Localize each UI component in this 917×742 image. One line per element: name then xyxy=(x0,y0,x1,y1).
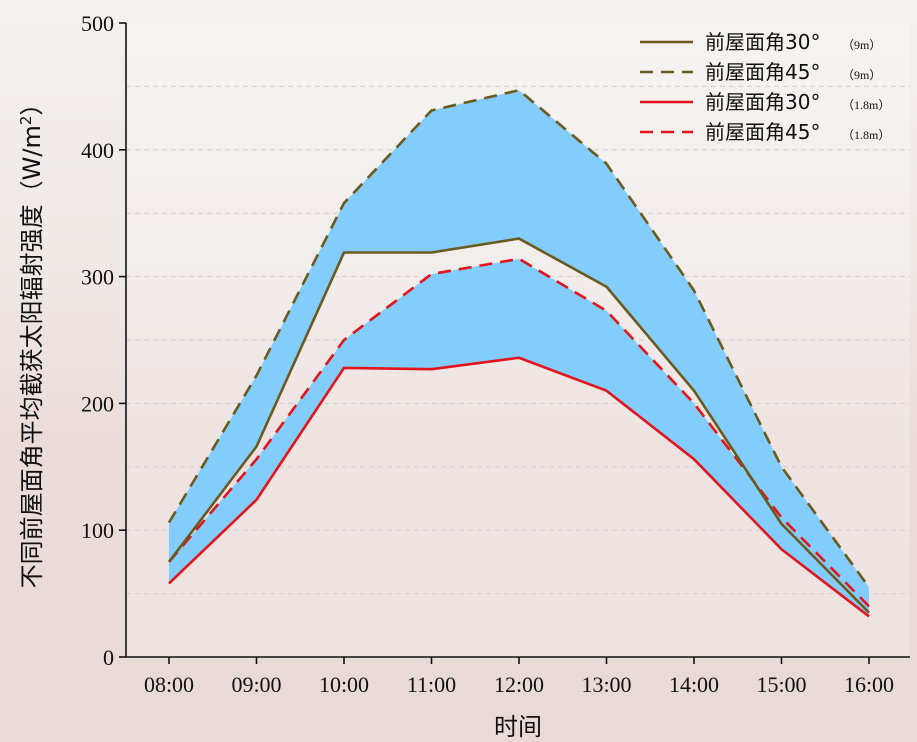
x-tick-label: 08:00 xyxy=(144,672,194,697)
legend: 前屋面角30° （9m） 前屋面角45° （9m） 前屋面角30° （1.8m） 前屋面角4… xyxy=(640,30,890,144)
x-tick-label: 12:00 xyxy=(494,672,544,697)
x-tick-label: 10:00 xyxy=(319,672,369,697)
legend-sublabel-3: （1.8m） xyxy=(842,128,890,142)
x-tick-label: 13:00 xyxy=(581,672,631,697)
x-tick-label: 15:00 xyxy=(756,672,806,697)
series-line-1 xyxy=(167,88,871,589)
legend-sublabel-2: （1.8m） xyxy=(842,98,890,112)
x-axis-title: 时间 xyxy=(494,713,542,741)
y-tick-label: 500 xyxy=(81,11,114,36)
shaded-bands xyxy=(169,90,869,617)
legend-label-1: 前屋面角45° xyxy=(705,60,820,84)
y-axis-title: 不同前屋面角平均截获太阳辐射强度（W/m2） xyxy=(17,92,46,589)
legend-label-3: 前屋面角45° xyxy=(705,120,820,144)
y-tick-label: 300 xyxy=(81,265,114,290)
y-tick-label: 0 xyxy=(103,645,114,670)
x-tick-label: 16:00 xyxy=(844,672,894,697)
legend-label-0: 前屋面角30° xyxy=(705,30,820,54)
band-1-8m xyxy=(169,258,869,617)
series-line-2 xyxy=(168,356,870,618)
x-tick-label: 11:00 xyxy=(407,672,456,697)
x-tick-label: 14:00 xyxy=(669,672,719,697)
y-tick-label: 400 xyxy=(81,138,114,163)
legend-sublabel-0: （9m） xyxy=(842,38,881,52)
band-9m xyxy=(169,90,869,613)
y-tick-label: 200 xyxy=(81,391,114,416)
y-tick-label: 100 xyxy=(81,518,114,543)
legend-label-2: 前屋面角30° xyxy=(705,90,820,114)
series-lines xyxy=(167,88,871,618)
x-tick-label: 09:00 xyxy=(231,672,281,697)
legend-sublabel-1: （9m） xyxy=(842,68,881,82)
axes: 0 100 200 300 400 500 08:00 09:00 10:00 11:00 12:0… xyxy=(81,11,910,697)
series-line-0 xyxy=(167,237,870,614)
